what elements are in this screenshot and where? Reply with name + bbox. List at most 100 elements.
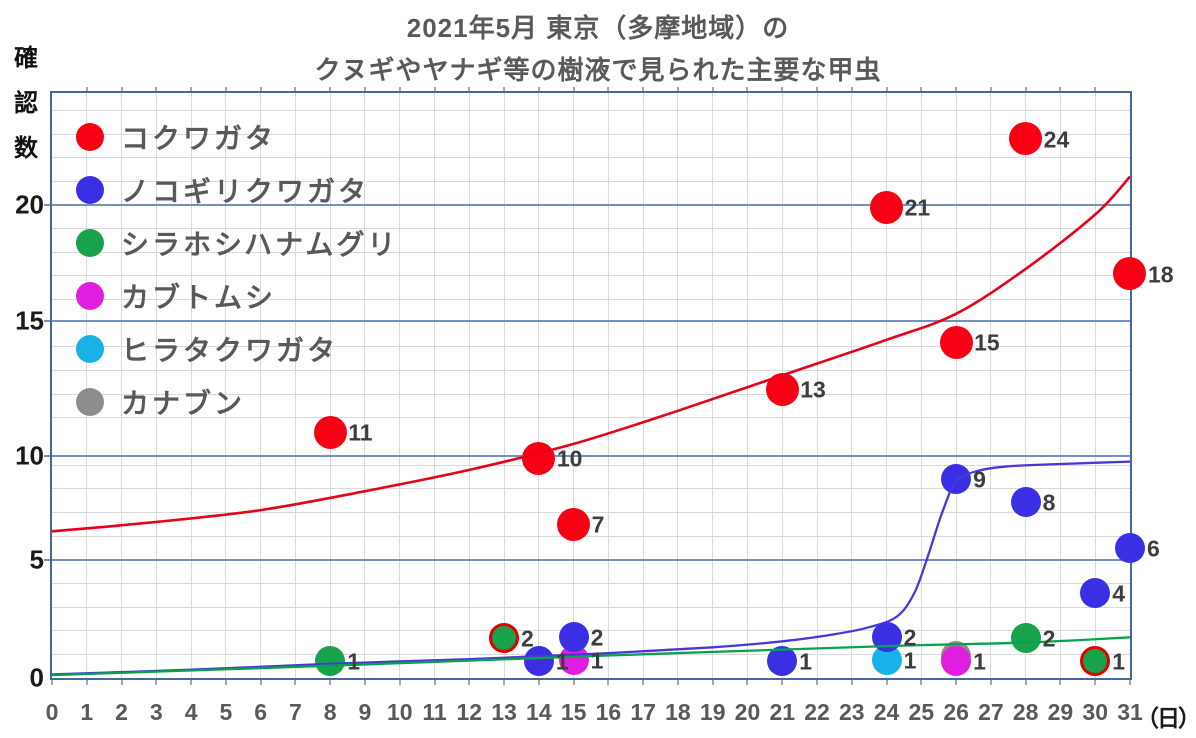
- legend-row: シラホシハナムグリ: [76, 216, 398, 269]
- x-tick-label: 12: [456, 699, 483, 725]
- x-axis-top-tick: [572, 87, 575, 91]
- x-tick-label: 18: [665, 699, 691, 725]
- gridline-minor-h: [52, 157, 1130, 159]
- x-axis-tick: [920, 679, 923, 685]
- x-tick-label: 17: [630, 699, 656, 725]
- x-tick-label: 24: [873, 699, 900, 725]
- x-axis-top-tick: [676, 87, 679, 91]
- data-point-label: 2: [590, 624, 604, 651]
- x-axis-tick: [781, 679, 784, 685]
- x-axis-tick: [468, 679, 471, 685]
- x-tick-label: 29: [1047, 699, 1074, 725]
- x-axis-tick: [259, 679, 262, 685]
- data-point: [765, 372, 799, 406]
- data-point: [558, 621, 589, 652]
- x-axis-top-tick: [1059, 87, 1062, 91]
- legend-row: ヒラタクワガタ: [76, 322, 398, 375]
- x-axis-tick: [85, 679, 88, 685]
- x-axis-top-tick: [989, 87, 992, 91]
- gridline-minor-h: [52, 133, 1130, 135]
- data-point-label: 1: [590, 647, 604, 674]
- x-axis-tick: [850, 679, 853, 685]
- x-axis-top-tick: [746, 87, 749, 91]
- data-point: [939, 325, 973, 359]
- x-tick-label: 20: [734, 699, 761, 725]
- x-axis-tick: [1059, 679, 1062, 685]
- x-axis-tick: [329, 679, 332, 685]
- data-point-label: 1: [799, 648, 813, 675]
- chart-title-line1: 2021年5月 東京（多摩地域）の: [406, 13, 790, 43]
- x-axis-tick: [746, 679, 749, 685]
- x-tick-label: 2: [115, 699, 128, 725]
- y-axis-title-char: 確: [14, 45, 38, 72]
- data-point-label: 1: [555, 648, 569, 675]
- x-tick-label: 22: [804, 699, 830, 725]
- x-axis-top-tick: [120, 87, 123, 91]
- legend-label: カブトムシ: [121, 281, 277, 313]
- legend-label: ヒラタクワガタ: [121, 334, 339, 366]
- x-axis-top-tick: [190, 87, 193, 91]
- legend-label: コクワガタ: [121, 122, 277, 154]
- x-axis-tick: [398, 679, 401, 685]
- x-tick-label: 4: [184, 699, 198, 725]
- y-tick-label: 0: [29, 662, 44, 693]
- x-axis-unit-label: （日）: [1136, 705, 1196, 731]
- x-axis-tick: [155, 679, 158, 685]
- y-axis-title-char: 認: [14, 90, 38, 117]
- x-tick-label: 15: [560, 699, 587, 725]
- plot-border: [50, 91, 1132, 680]
- x-axis-top-tick: [1024, 87, 1027, 91]
- x-axis-top-tick: [329, 87, 332, 91]
- x-axis-tick: [989, 679, 992, 685]
- x-axis-top-tick: [259, 87, 262, 91]
- data-point-label: 2: [1042, 625, 1056, 652]
- data-point-label: 8: [1042, 489, 1056, 516]
- legend-dot-icon: [76, 334, 104, 363]
- x-axis-tick: [224, 679, 227, 685]
- x-axis-top-tick: [398, 87, 401, 91]
- x-axis-top-tick: [433, 87, 436, 91]
- x-axis-tick: [642, 679, 645, 685]
- data-point-label: 15: [974, 329, 1000, 356]
- x-tick-label: 19: [699, 699, 726, 725]
- x-axis-tick: [51, 679, 53, 685]
- x-tick-label: 26: [943, 699, 969, 725]
- x-tick-label: 23: [839, 699, 865, 725]
- data-point: [1010, 486, 1041, 517]
- legend-label: カナブン: [121, 387, 246, 419]
- x-tick-label: 27: [978, 699, 1004, 725]
- x-tick-label: 16: [595, 699, 622, 725]
- x-axis-tick: [503, 679, 506, 685]
- data-point-label: 1: [973, 648, 986, 675]
- x-axis-top-tick: [363, 87, 366, 91]
- x-axis-tick: [955, 679, 958, 685]
- x-axis-top-tick: [607, 87, 610, 91]
- x-tick-label: 8: [323, 699, 337, 725]
- data-point-label: 10: [556, 445, 583, 472]
- x-axis-tick: [294, 679, 297, 685]
- x-axis-top-tick: [920, 87, 923, 91]
- x-tick-label: 28: [1012, 699, 1039, 725]
- legend-dot-icon: [76, 228, 104, 257]
- data-point: [1113, 257, 1147, 291]
- x-axis-tick: [537, 679, 540, 685]
- x-tick-label: 30: [1082, 699, 1109, 725]
- y-tick-label: 20: [15, 189, 44, 219]
- data-point: [1009, 122, 1043, 156]
- x-axis-tick: [607, 679, 610, 685]
- x-axis-top-tick: [1094, 87, 1097, 91]
- y-axis-title: 確認数: [12, 36, 40, 171]
- x-axis-tick: [433, 679, 436, 685]
- data-point: [1080, 577, 1111, 608]
- data-point-label: 11: [348, 419, 373, 446]
- y-tick-label: 15: [15, 305, 44, 335]
- data-point-label: 1: [903, 647, 917, 674]
- x-tick-label: 10: [386, 699, 413, 725]
- x-tick-label: 11: [422, 699, 447, 725]
- x-tick-label: 5: [219, 699, 233, 725]
- x-axis-top-tick: [537, 87, 540, 91]
- x-axis-top-tick: [155, 87, 158, 91]
- x-tick-label: 0: [45, 699, 59, 725]
- y-tick-label: 10: [15, 440, 44, 470]
- x-tick-label: 25: [908, 699, 935, 725]
